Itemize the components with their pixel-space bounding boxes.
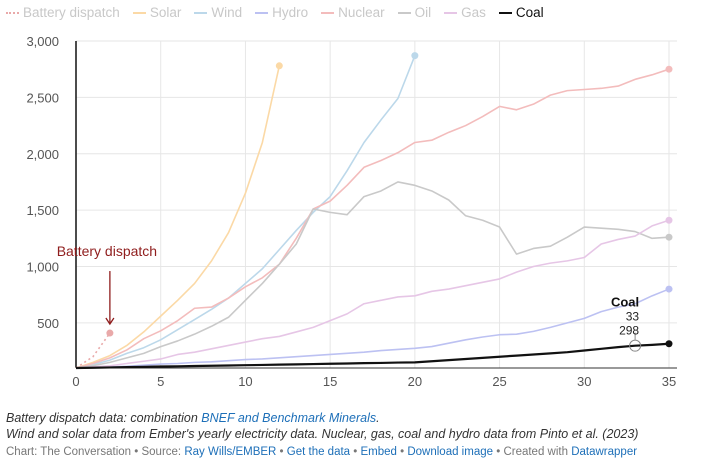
legend-swatch <box>321 11 335 14</box>
series-endpoint-coal <box>665 340 673 348</box>
bnef-link[interactable]: BNEF and Benchmark Minerals <box>201 411 377 425</box>
credits: Chart: The Conversation • Source: Ray Wi… <box>6 446 638 458</box>
x-tick-label: 35 <box>662 374 676 389</box>
chart-notes: Battery dispatch data: combination BNEF … <box>6 410 638 442</box>
legend-label: Gas <box>461 5 486 20</box>
embed-link[interactable]: Embed <box>360 446 397 458</box>
y-tick-label: 1,500 <box>26 203 59 218</box>
x-tick-label: 10 <box>238 374 252 389</box>
annotation-battery-dispatch: Battery dispatch <box>57 243 157 259</box>
x-tick-label: 0 <box>72 374 79 389</box>
x-tick-label: 15 <box>323 374 337 389</box>
legend-item-coal[interactable]: Coal <box>498 5 544 20</box>
series-line-gas <box>75 219 670 369</box>
series-line-solar <box>75 65 281 369</box>
x-tick-label: 30 <box>577 374 591 389</box>
legend-swatch <box>444 11 458 14</box>
legend-label: Coal <box>515 5 544 20</box>
notes-line-1: Battery dispatch data: combination BNEF … <box>6 411 380 425</box>
tooltip-series: Coal <box>611 295 639 310</box>
series-endpoint-wind <box>411 52 419 60</box>
y-tick-label: 500 <box>37 316 59 331</box>
legend: Battery dispatch Solar Wind Hydro Nuclear Oil… <box>6 5 557 20</box>
x-tick-label: 20 <box>408 374 422 389</box>
legend-item-battery-dispatch[interactable]: Battery dispatch <box>6 5 120 20</box>
series-line-nuclear <box>75 68 670 369</box>
series-line-wind <box>75 55 416 369</box>
series-endpoint-gas <box>665 216 673 224</box>
y-tick-label: 2,500 <box>26 90 59 105</box>
series-endpoint-battery-dispatch <box>106 329 114 337</box>
y-tick-label: 2,000 <box>26 147 59 162</box>
source-link[interactable]: Ray Wills/EMBER <box>184 446 277 458</box>
hover-marker <box>629 339 642 352</box>
legend-swatch <box>6 11 19 14</box>
legend-swatch <box>397 11 411 14</box>
line-chart: 0 5 10 15 20 25 30 35 500 1,000 1,500 2,000 2,500 3,0… <box>26 34 677 389</box>
x-tick-label: 5 <box>157 374 164 389</box>
series-line-oil <box>75 181 670 369</box>
series-endpoint-nuclear <box>665 65 673 73</box>
series-line-battery-dispatch <box>75 332 111 369</box>
legend-item-hydro[interactable]: Hydro <box>255 5 308 20</box>
series-endpoint-oil <box>665 233 673 241</box>
legend-item-solar[interactable]: Solar <box>132 5 182 20</box>
legend-label: Solar <box>149 5 182 20</box>
series-line-coal <box>75 342 670 370</box>
legend-item-wind[interactable]: Wind <box>194 5 242 20</box>
y-tick-label: 1,000 <box>26 260 59 275</box>
y-tick-label: 3,000 <box>26 34 59 49</box>
legend-label: Oil <box>414 5 432 20</box>
tooltip-y: 298 <box>619 324 639 338</box>
legend-swatch <box>255 11 269 14</box>
legend-swatch <box>132 11 146 14</box>
legend-item-nuclear[interactable]: Nuclear <box>321 5 385 20</box>
legend-swatch <box>498 11 512 14</box>
arrow-down-icon <box>105 317 115 326</box>
legend-swatch <box>194 11 208 14</box>
series-endpoint-hydro <box>665 285 673 293</box>
legend-item-oil[interactable]: Oil <box>397 5 432 20</box>
legend-item-gas[interactable]: Gas <box>444 5 486 20</box>
tooltip-x: 33 <box>626 310 640 324</box>
datawrapper-link[interactable]: Datawrapper <box>571 446 638 458</box>
legend-label: Battery dispatch <box>23 5 120 20</box>
notes-line-2: Wind and solar data from Ember's yearly … <box>6 427 639 441</box>
download-image-link[interactable]: Download image <box>407 446 494 458</box>
legend-label: Hydro <box>272 5 309 20</box>
get-data-link[interactable]: Get the data <box>286 446 351 458</box>
legend-label: Wind <box>211 5 243 20</box>
legend-label: Nuclear <box>338 5 385 20</box>
series-endpoint-solar <box>275 62 283 70</box>
x-tick-label: 25 <box>492 374 506 389</box>
series-line-hydro <box>75 288 670 369</box>
